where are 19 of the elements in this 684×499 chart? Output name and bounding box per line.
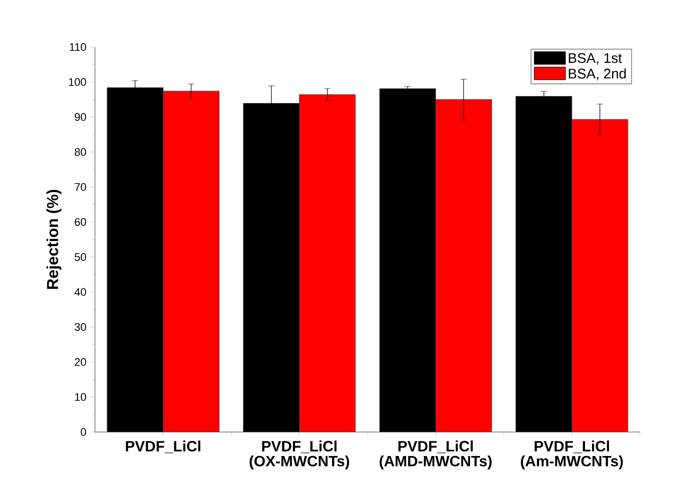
y-tick-label: 80 <box>74 148 86 156</box>
y-tick-label: 0 <box>80 428 86 436</box>
y-tick-label: 40 <box>74 288 86 296</box>
y-tick-label: 100 <box>69 78 86 86</box>
x-tick-label: PVDF_LiCl (AMD-MWCNTs) <box>380 440 492 470</box>
x-tick-label: PVDF_LiCl (Am-MWCNTs) <box>520 440 623 470</box>
y-axis-title: Rejection (%) <box>46 190 62 289</box>
y-tick-label: 60 <box>74 218 86 226</box>
x-tick-label: PVDF_LiCl <box>126 440 200 454</box>
y-tick-label: 50 <box>74 253 86 261</box>
legend-label: BSA, 1st <box>568 53 622 65</box>
y-tick-label: 20 <box>74 358 86 366</box>
y-tick-label: 110 <box>70 43 86 51</box>
legend-label: BSA, 2nd <box>568 68 626 80</box>
y-tick-label: 10 <box>75 393 86 401</box>
y-tick-label: 70 <box>74 183 86 191</box>
y-tick-label: 90 <box>74 113 86 121</box>
x-tick-label: PVDF_LiCl (OX-MWCNTs) <box>250 440 350 470</box>
y-tick-label: 30 <box>74 323 86 331</box>
